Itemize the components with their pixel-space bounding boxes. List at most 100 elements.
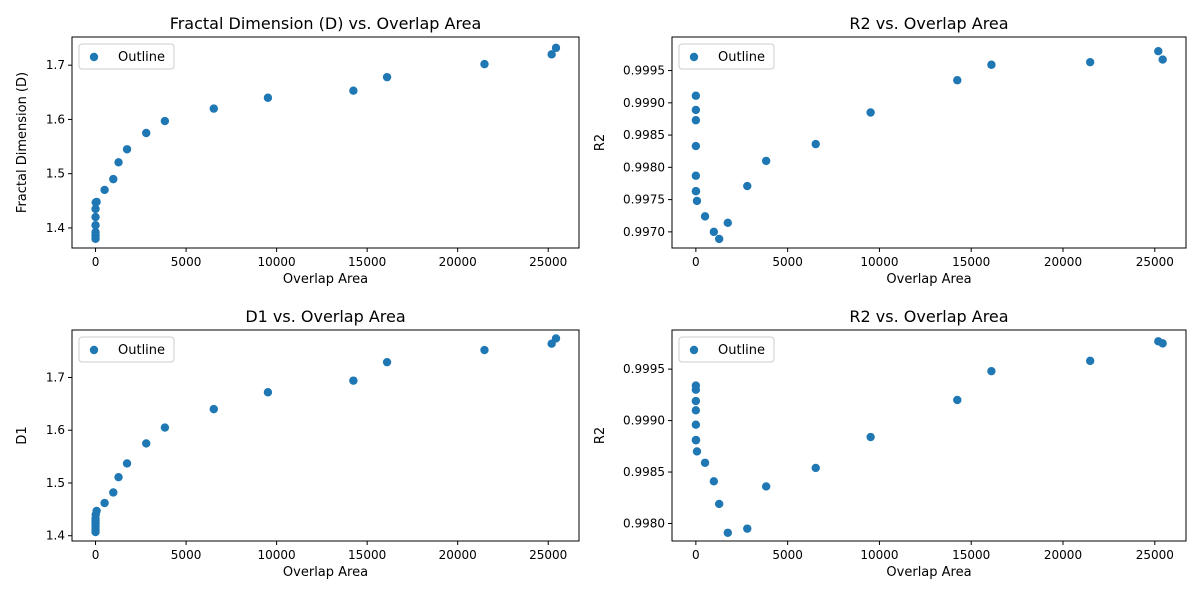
data-point bbox=[811, 463, 820, 473]
data-point bbox=[700, 212, 710, 221]
data-point bbox=[1085, 356, 1095, 366]
data-point bbox=[714, 499, 724, 509]
x-tick-label: 20000 bbox=[1044, 255, 1082, 269]
data-point bbox=[1085, 57, 1095, 67]
x-tick-label: 5000 bbox=[171, 548, 202, 562]
x-tick-label: 0 bbox=[692, 255, 700, 269]
data-point bbox=[480, 59, 489, 69]
x-tick-label: 5000 bbox=[171, 255, 202, 269]
x-tick-label: 0 bbox=[92, 255, 100, 269]
x-tick-label: 25000 bbox=[529, 255, 567, 269]
axes-frame bbox=[71, 36, 580, 249]
x-tick-label: 5000 bbox=[772, 548, 803, 562]
y-tick-label: 1.4 bbox=[46, 529, 65, 543]
x-tick-label: 10000 bbox=[860, 255, 898, 269]
legend-box bbox=[678, 43, 775, 70]
data-point bbox=[91, 204, 100, 214]
y-tick-label: 1.6 bbox=[46, 112, 65, 126]
y-axis-label: D1 bbox=[15, 426, 30, 444]
y-tick-label: 0.9985 bbox=[623, 128, 665, 142]
x-axis-label: Overlap Area bbox=[283, 272, 368, 287]
y-tick-label: 1.7 bbox=[46, 58, 65, 72]
y-tick-label: 0.9970 bbox=[623, 225, 665, 239]
y-axis-label: R2 bbox=[593, 427, 608, 444]
data-point bbox=[122, 145, 132, 154]
x-tick-label: 20000 bbox=[1044, 548, 1082, 562]
data-point bbox=[160, 116, 170, 126]
data-point bbox=[114, 158, 123, 167]
y-tick-label: 0.9980 bbox=[623, 517, 665, 531]
x-tick-label: 25000 bbox=[1136, 255, 1174, 269]
y-axis-label: R2 bbox=[593, 134, 608, 151]
data-point bbox=[114, 472, 123, 482]
data-point bbox=[1154, 46, 1163, 56]
data-point bbox=[263, 388, 273, 397]
y-tick-label: 0.9990 bbox=[623, 96, 665, 110]
data-point bbox=[723, 528, 733, 537]
data-point bbox=[691, 171, 701, 180]
x-tick-label: 20000 bbox=[439, 548, 477, 562]
data-point bbox=[811, 139, 820, 149]
axes-frame bbox=[671, 36, 1187, 249]
data-point bbox=[91, 221, 100, 230]
legend-marker bbox=[689, 345, 699, 355]
x-tick-label: 10000 bbox=[860, 548, 898, 562]
legend-marker bbox=[89, 52, 99, 62]
legend-box bbox=[678, 336, 775, 363]
legend: Outline bbox=[678, 336, 775, 363]
data-point bbox=[91, 228, 100, 237]
data-point bbox=[987, 366, 996, 376]
data-point bbox=[92, 506, 101, 516]
y-tick-label: 0.9975 bbox=[623, 193, 665, 207]
y-tick-label: 0.9985 bbox=[623, 465, 665, 479]
legend-label: Outline bbox=[718, 343, 765, 358]
x-tick-label: 10000 bbox=[258, 548, 296, 562]
data-point bbox=[866, 108, 875, 117]
x-tick-label: 15000 bbox=[952, 255, 990, 269]
legend-box bbox=[78, 43, 175, 70]
data-point bbox=[691, 141, 701, 151]
x-tick-label: 15000 bbox=[952, 548, 990, 562]
chart-panel-3: D1 vs. Overlap Area 0 5000 10000 15000 20000 2… bbox=[15, 307, 580, 580]
data-point bbox=[142, 128, 151, 138]
data-point bbox=[761, 156, 771, 166]
data-point bbox=[349, 86, 358, 95]
y-axis-label: Fractal Dimension (D) bbox=[15, 72, 30, 213]
y-tick-label: 1.5 bbox=[46, 476, 65, 490]
y-tick-label: 0.9995 bbox=[623, 362, 665, 376]
data-point bbox=[723, 218, 733, 228]
data-point bbox=[209, 104, 218, 113]
x-tick-label: 15000 bbox=[348, 548, 386, 562]
data-point bbox=[109, 488, 118, 497]
data-point bbox=[480, 345, 489, 355]
chart-panel-2: R2 vs. Overlap Area 0 5000 10000 15000 20000 2… bbox=[593, 14, 1187, 287]
x-tick-label: 0 bbox=[692, 548, 700, 562]
data-point bbox=[743, 524, 752, 533]
data-point bbox=[691, 105, 701, 115]
data-point bbox=[953, 76, 962, 85]
x-axis-label: Overlap Area bbox=[886, 565, 971, 580]
legend-label: Outline bbox=[118, 50, 165, 65]
data-point bbox=[709, 227, 719, 237]
data-point bbox=[691, 435, 701, 445]
legend-box bbox=[78, 336, 175, 363]
legend: Outline bbox=[78, 43, 175, 70]
data-point bbox=[551, 43, 561, 53]
data-point bbox=[1158, 55, 1167, 64]
data-point bbox=[709, 477, 719, 486]
chart-panel-4: R2 vs. Overlap Area 0 5000 10000 15000 20000 2… bbox=[593, 307, 1187, 580]
data-point bbox=[691, 116, 701, 125]
legend-marker bbox=[689, 52, 699, 62]
data-point bbox=[551, 334, 561, 343]
axes-frame bbox=[671, 329, 1187, 542]
data-point bbox=[100, 185, 109, 195]
data-point bbox=[109, 174, 118, 184]
y-tick-label: 0.9995 bbox=[623, 64, 665, 78]
data-point bbox=[91, 212, 100, 222]
data-point bbox=[92, 197, 101, 207]
chart-title: D1 vs. Overlap Area bbox=[245, 307, 405, 326]
x-tick-label: 20000 bbox=[439, 255, 477, 269]
data-point bbox=[122, 459, 132, 468]
data-point bbox=[382, 72, 392, 82]
